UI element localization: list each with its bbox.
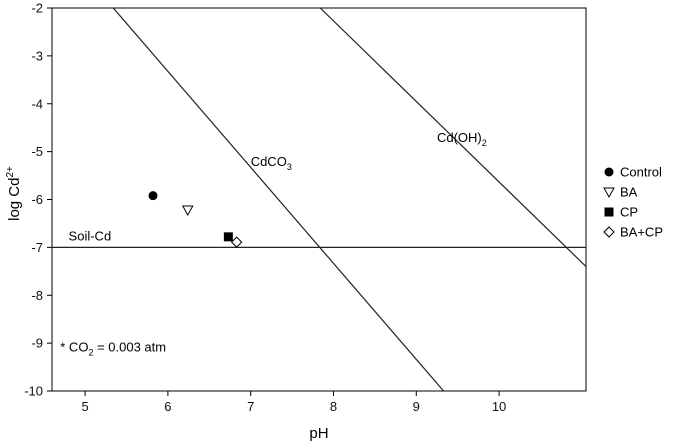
y-tick-label: -10 xyxy=(24,384,43,399)
y-tick-label: -5 xyxy=(31,144,43,159)
legend-label: CP xyxy=(620,205,638,220)
x-axis-title: pH xyxy=(309,425,328,442)
y-tick-label: -7 xyxy=(31,240,43,255)
x-tick-label: 8 xyxy=(330,399,337,414)
y-tick-label: -2 xyxy=(31,1,43,16)
line-label: CdCO3 xyxy=(251,154,292,172)
legend-marker-ba-cp xyxy=(603,226,615,238)
point-ba-cp xyxy=(230,236,243,248)
line-label: Cd(OH)2 xyxy=(437,130,487,148)
line-labels: Soil-Cd CdCO3 Cd(OH)2 * CO2 = 0.003 atm xyxy=(60,130,486,358)
line-cd-oh- xyxy=(319,8,586,267)
x-tick-label: 9 xyxy=(413,399,420,414)
x-tick-label: 10 xyxy=(492,399,506,414)
point-cp xyxy=(223,232,233,242)
x-tick-label: 5 xyxy=(81,399,88,414)
legend: Control BA CP BA+CP xyxy=(603,165,663,240)
legend-label: BA xyxy=(620,185,638,200)
legend-marker-control xyxy=(604,167,614,177)
legend-marker-ba xyxy=(603,187,615,199)
line-cdco xyxy=(112,8,445,391)
legend-label: BA+CP xyxy=(620,225,663,240)
point-ba xyxy=(181,205,194,217)
legend-label: Control xyxy=(620,165,662,180)
plot-area xyxy=(51,7,587,392)
co2-annotation: * CO2 = 0.003 atm xyxy=(60,340,166,358)
equilibrium-lines xyxy=(52,8,586,391)
x-tick-label: 6 xyxy=(164,399,171,414)
line-label: Soil-Cd xyxy=(69,229,112,244)
x-tick-label: 7 xyxy=(247,399,254,414)
data-points xyxy=(148,191,243,248)
y-axis-title: log Cd2+ xyxy=(5,166,23,221)
legend-marker-cp xyxy=(604,207,614,217)
y-tick-label: -4 xyxy=(31,96,43,111)
y-tick-label: -9 xyxy=(31,336,43,351)
plot-frame xyxy=(51,7,587,392)
x-axis: 5 6 7 8 9 10 xyxy=(81,391,506,414)
y-tick-label: -3 xyxy=(31,48,43,63)
y-tick-label: -8 xyxy=(31,288,43,303)
point-control xyxy=(148,191,158,201)
y-axis: -2 -3 -4 -5 -6 -7 -8 -9 -10 xyxy=(24,1,52,399)
y-tick-label: -6 xyxy=(31,192,43,207)
